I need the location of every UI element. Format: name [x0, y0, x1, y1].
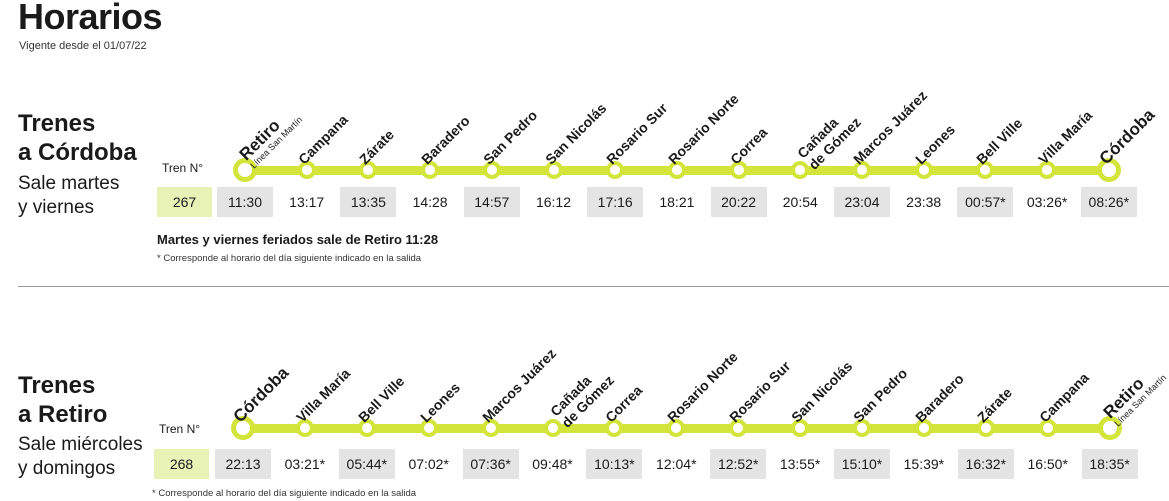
station-node — [976, 419, 995, 437]
footnote: * Corresponde al horario del día siguien… — [157, 253, 422, 264]
station-node — [231, 416, 255, 440]
station-node — [976, 161, 995, 179]
validity-date: Vigente desde el 01/07/22 — [19, 40, 147, 52]
station-node — [1096, 158, 1121, 182]
departure-time: 05:44* — [338, 449, 395, 479]
station-label: Córdoba — [229, 363, 293, 427]
departure-time: 18:21 — [659, 194, 695, 210]
station-node — [605, 419, 624, 437]
station-name: Bell Ville — [354, 372, 408, 426]
station-node — [421, 161, 440, 179]
station-node — [481, 419, 500, 437]
departure-time: 03:21* — [284, 456, 326, 472]
departure-time: 00:57* — [957, 187, 1014, 217]
departure-time: 16:12 — [535, 194, 572, 210]
departure-time: 07:02* — [408, 456, 449, 472]
departure-time: 16:32* — [957, 449, 1014, 479]
departure-time: 20:54 — [782, 194, 818, 210]
departure-time: 14:28 — [412, 194, 448, 210]
station-name: Baradero — [911, 370, 967, 426]
departure-time: 18:35* — [1081, 449, 1138, 479]
station-node — [853, 419, 871, 437]
station-node — [482, 161, 501, 179]
station-label: Rosario Sur — [726, 358, 793, 425]
departure-time: 20:22 — [710, 187, 767, 217]
station-label: Zárate — [974, 384, 1015, 425]
station-node — [791, 419, 810, 437]
section-schedule-days: Sale miércoles y domingos — [18, 434, 143, 479]
departure-time: 03:26* — [1026, 194, 1068, 210]
train-number-label: Tren N° — [159, 422, 201, 436]
departure-time: 22:13 — [215, 449, 271, 479]
station-node — [295, 419, 314, 437]
departure-time: 15:39* — [903, 456, 945, 472]
departure-time: 07:36* — [462, 449, 519, 479]
station-node — [914, 419, 933, 437]
departure-time: 17:16 — [587, 187, 644, 217]
departure-time: 09:48* — [532, 456, 573, 472]
station-label: Retiro Línea San Martín — [1100, 362, 1169, 429]
train-number-label: Tren N° — [162, 161, 204, 175]
station-name: Campana — [1035, 369, 1092, 426]
departure-time: 08:26* — [1080, 187, 1137, 217]
station-label: Leones — [417, 379, 463, 425]
station-name: Córdoba — [229, 363, 293, 427]
departure-time: 13:17 — [289, 194, 325, 210]
station-node — [233, 158, 257, 182]
station-node — [729, 419, 748, 437]
station-node — [606, 161, 625, 179]
station-node — [1038, 161, 1057, 179]
station-node — [544, 161, 563, 179]
station-label: Villa María — [293, 365, 353, 425]
station-node — [791, 161, 810, 179]
station-node — [853, 161, 871, 179]
station-name: Villa María — [292, 365, 354, 426]
departure-time: 15:10* — [834, 449, 890, 479]
footnote: * Corresponde al horario del día siguien… — [152, 488, 417, 499]
section-divider — [18, 286, 1169, 287]
page-title: Horarios — [18, 0, 163, 37]
section-to-cordoba: Trenes a Córdoba Sale martes y viernes T… — [18, 87, 1158, 264]
station-label: San Pedro — [850, 365, 910, 425]
station-name: Leones — [416, 379, 463, 426]
departure-time: 11:30 — [217, 187, 273, 217]
station-node — [667, 419, 686, 437]
station-node — [419, 419, 438, 437]
station-label: Marcos Juárez — [479, 345, 559, 425]
station-name: Rosario Sur — [726, 357, 794, 426]
station-label: Baradero — [912, 371, 967, 426]
departure-time: 23:04 — [834, 187, 890, 217]
station-node — [543, 419, 562, 437]
station-name: San Pedro — [850, 365, 911, 426]
train-number: 267 — [157, 187, 212, 217]
departure-time: 23:38 — [906, 194, 942, 210]
departure-time: 10:13* — [586, 449, 643, 479]
station-node — [1038, 419, 1057, 437]
section-title: Trenes a Córdoba — [18, 110, 137, 166]
station-label: Campana — [1036, 369, 1092, 425]
station-name: San Nicolás — [788, 357, 856, 426]
station-node — [1097, 416, 1122, 440]
departure-time: 12:04* — [656, 456, 697, 472]
station-node — [297, 161, 316, 179]
station-label: San Nicolás — [788, 358, 855, 425]
departure-time: 13:55* — [779, 456, 821, 472]
station-node — [359, 161, 378, 179]
departure-time: 13:35 — [340, 187, 397, 217]
section-schedule-days: Sale martes y viernes — [18, 173, 120, 218]
station-node — [667, 161, 686, 179]
station-node — [914, 161, 933, 179]
train-number: 268 — [154, 449, 209, 479]
station-node — [357, 419, 376, 437]
station-node — [729, 161, 748, 179]
departure-time: 16:50* — [1027, 456, 1068, 472]
holiday-note: Martes y viernes feriados sale de Retiro… — [157, 232, 439, 247]
departure-time: 14:57 — [463, 187, 520, 217]
station-name: Zárate — [973, 384, 1015, 426]
section-title: Trenes a Retiro — [18, 372, 108, 428]
departure-time: 12:52* — [710, 449, 767, 479]
station-name: Marcos Juárez — [478, 345, 559, 426]
station-label: Bell Ville — [355, 373, 407, 425]
